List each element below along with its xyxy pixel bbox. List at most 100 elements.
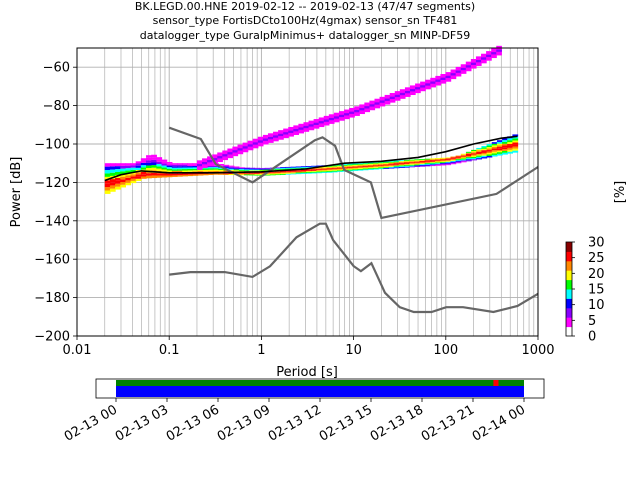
- heatmap-cell: [481, 155, 488, 158]
- heatmap-cell: [202, 171, 209, 173]
- heatmap-cell: [338, 114, 345, 118]
- heatmap-cell: [218, 167, 225, 169]
- heatmap-cell: [196, 163, 203, 167]
- heatmap-cell: [465, 154, 472, 157]
- heatmap-cell: [290, 171, 297, 173]
- heatmap-cell: [120, 171, 126, 174]
- heatmap-cell: [192, 167, 199, 169]
- heatmap-cell: [166, 173, 173, 176]
- heatmap-cell: [434, 159, 441, 161]
- heatmap-cell: [424, 162, 431, 163]
- heatmap-cell: [331, 167, 338, 169]
- heatmap-cell: [347, 167, 354, 168]
- heatmap-cell: [151, 154, 157, 158]
- heatmap-cell: [460, 157, 467, 159]
- heatmap-cell: [491, 142, 498, 144]
- heatmap-cell: [192, 163, 199, 165]
- heatmap-cell: [512, 150, 519, 153]
- heatmap-cell: [398, 165, 405, 167]
- heatmap-cell: [125, 182, 132, 186]
- heatmap-cell: [425, 83, 431, 86]
- heatmap-cell: [305, 166, 312, 167]
- heatmap-cell: [146, 157, 152, 161]
- heatmap-cell: [502, 138, 508, 141]
- heatmap-cell: [254, 173, 261, 175]
- heatmap-cell: [305, 171, 312, 173]
- heatmap-cell: [471, 159, 477, 161]
- heatmap-cell: [166, 165, 173, 168]
- heatmap-cell: [311, 165, 317, 167]
- heatmap-cell: [362, 162, 369, 164]
- heatmap-cell: [166, 163, 173, 166]
- heatmap-cell: [429, 162, 436, 164]
- heatmap-cell: [295, 171, 302, 173]
- heatmap-cell: [367, 166, 374, 168]
- heatmap-cell: [244, 174, 250, 176]
- heatmap-cell: [419, 165, 426, 167]
- heatmap-cell: [213, 173, 219, 175]
- heatmap-cell: [347, 163, 354, 165]
- heatmap-cell: [176, 164, 183, 167]
- heatmap-cell: [367, 163, 374, 165]
- heatmap-cell: [146, 162, 152, 166]
- y-tick-label: −180: [34, 291, 70, 306]
- heatmap-cell: [156, 164, 163, 167]
- heatmap-cell: [305, 169, 312, 171]
- heatmap-cell: [398, 161, 405, 162]
- colorbar-tick-label: 5: [588, 314, 596, 329]
- heatmap-cell: [460, 155, 467, 157]
- heatmap-cell: [232, 150, 239, 153]
- heatmap-cell: [311, 169, 317, 171]
- heatmap-cell: [455, 162, 462, 164]
- heatmap-cell: [367, 167, 374, 169]
- heatmap-cell: [223, 170, 230, 172]
- heatmap-cell: [455, 156, 462, 158]
- heatmap-cell: [398, 164, 405, 166]
- heatmap-cell: [156, 173, 163, 176]
- title-line-3: datalogger_type GuralpMinimus+ datalogge…: [140, 29, 471, 42]
- heatmap-cell: [233, 170, 240, 172]
- heatmap-cell: [393, 163, 400, 165]
- heatmap-cell: [171, 169, 178, 171]
- heatmap-cell: [269, 171, 276, 173]
- heatmap-cell: [182, 167, 188, 170]
- heatmap-cell: [471, 149, 477, 152]
- heatmap-cell: [471, 154, 477, 156]
- heatmap-cell: [393, 167, 400, 169]
- heatmap-cell: [502, 147, 508, 150]
- heatmap-cell: [120, 173, 126, 177]
- heatmap-cell: [135, 172, 142, 175]
- heatmap-cell: [486, 151, 493, 154]
- heatmap-cell: [404, 165, 410, 167]
- colorbar-tick-label: 10: [588, 298, 605, 313]
- heatmap-cell: [316, 172, 323, 174]
- heatmap-cell: [109, 172, 116, 176]
- heatmap-cell: [264, 167, 271, 169]
- heatmap-cell: [104, 187, 111, 191]
- colorbar-step: [566, 326, 572, 337]
- heatmap-cell: [481, 152, 488, 155]
- heatmap-cell: [300, 172, 307, 174]
- heatmap-cell: [419, 159, 426, 161]
- heatmap-cell: [280, 167, 286, 169]
- heatmap-cell: [104, 180, 111, 184]
- heatmap-cell: [424, 159, 431, 161]
- heatmap-cell: [471, 155, 477, 157]
- heatmap-cell: [434, 161, 441, 163]
- heatmap-cell: [445, 162, 452, 164]
- heatmap-cell: [450, 156, 457, 158]
- colorbar-label: [%]: [613, 181, 628, 204]
- heatmap-cell: [269, 174, 276, 176]
- heatmap-cell: [161, 163, 168, 166]
- heatmap-cell: [228, 167, 235, 169]
- heatmap-cell: [481, 150, 488, 152]
- heatmap-cell: [254, 169, 261, 171]
- heatmap-cell: [130, 180, 137, 184]
- heatmap-cell: [424, 165, 431, 167]
- heatmap-cell: [440, 157, 446, 159]
- heatmap-cell: [166, 175, 173, 178]
- heatmap-cell: [404, 165, 410, 166]
